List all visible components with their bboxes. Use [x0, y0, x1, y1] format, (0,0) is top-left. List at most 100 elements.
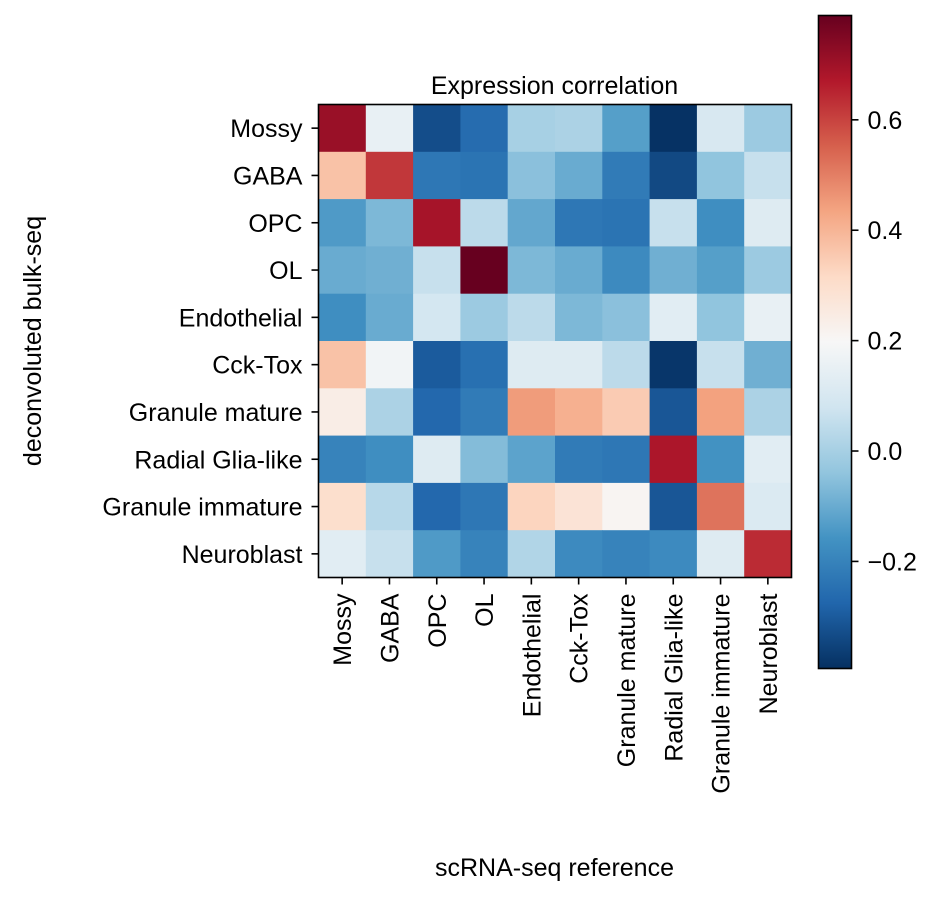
- heatmap-cell: [460, 246, 509, 295]
- heatmap-cell: [555, 104, 603, 153]
- x-tick-label: Neuroblast: [755, 593, 783, 714]
- heatmap-cell: [365, 199, 414, 247]
- heatmap-cell: [507, 104, 556, 153]
- x-axis-label: scRNA-seq reference: [435, 854, 674, 882]
- heatmap-cell: [602, 435, 651, 484]
- x-tick-label: Granule mature: [613, 594, 641, 768]
- colorbar-tick-label: 0.0: [868, 438, 903, 466]
- x-tick-label: OL: [471, 593, 499, 626]
- heatmap-cell: [602, 246, 651, 295]
- heatmap-cell: [365, 435, 414, 484]
- heatmap-cell: [365, 104, 414, 153]
- heatmap-cell: [365, 482, 414, 531]
- y-tick-label: Granule mature: [129, 399, 303, 427]
- heatmap-cell: [507, 293, 556, 342]
- chart-title: Expression correlation: [431, 72, 678, 100]
- heatmap-cell: [507, 530, 556, 578]
- heatmap-cell: [555, 199, 603, 247]
- x-tick-label: Granule immature: [708, 594, 736, 794]
- heatmap-cell: [365, 293, 414, 342]
- heatmap-cell: [507, 341, 556, 389]
- heatmap-cell: [649, 151, 698, 200]
- heatmap-cell: [460, 199, 509, 247]
- heatmap-cell: [413, 104, 461, 153]
- heatmap-cell: [460, 435, 509, 484]
- heatmap-cell: [318, 388, 367, 437]
- colorbar-ticks: −0.2 0.0 0.2 0.4 0.6: [851, 107, 917, 576]
- heatmap-cell: [318, 341, 367, 389]
- heatmap-cell: [365, 151, 414, 200]
- heatmap-cell: [696, 104, 745, 153]
- y-tick-label: Cck-Tox: [212, 352, 303, 380]
- heatmap-cell: [744, 246, 792, 295]
- heatmap-cell: [696, 151, 745, 200]
- heatmap-cell: [696, 293, 745, 342]
- heatmap-cell: [649, 435, 698, 484]
- heatmap-cell: [318, 435, 367, 484]
- colorbar-tick-label: −0.2: [868, 548, 917, 576]
- heatmap-cell: [460, 104, 509, 153]
- heatmap-cell: [318, 199, 367, 247]
- heatmap-cell: [744, 482, 792, 531]
- heatmap-cell: [413, 388, 461, 437]
- heatmap-cell: [696, 341, 745, 389]
- heatmap-cell: [318, 530, 367, 578]
- heatmap-cell: [649, 388, 698, 437]
- colorbar-tick-label: 0.4: [868, 217, 903, 245]
- heatmap-cell: [555, 341, 603, 389]
- plot-frame: [317, 103, 793, 579]
- heatmap-cell: [744, 293, 792, 342]
- heatmap-cell: [555, 388, 603, 437]
- heatmap-cell: [507, 435, 556, 484]
- heatmap-cell: [602, 293, 651, 342]
- heatmap-cell: [744, 388, 792, 437]
- colorbar-tick-label: 0.6: [868, 107, 903, 135]
- heatmap-cell: [649, 246, 698, 295]
- heatmap-cell: [413, 293, 461, 342]
- heatmap-cell: [413, 482, 461, 531]
- heatmap-cell: [649, 482, 698, 531]
- heatmap-cell: [602, 388, 651, 437]
- heatmap-cell: [365, 530, 414, 578]
- heatmap-cell: [602, 482, 651, 531]
- heatmap-cell: [318, 482, 367, 531]
- x-tick-label: OPC: [424, 594, 452, 648]
- heatmap-cell: [696, 199, 745, 247]
- heatmap-cell: [555, 151, 603, 200]
- y-tick-label: GABA: [233, 162, 303, 190]
- x-tick-label: Mossy: [329, 593, 357, 666]
- heatmap-cell: [744, 341, 792, 389]
- heatmap-cell: [744, 530, 792, 578]
- heatmap-cell: [460, 482, 509, 531]
- y-tick-label: Granule immature: [102, 494, 302, 522]
- heatmap-cell: [555, 482, 603, 531]
- heatmap-cell: [460, 530, 509, 578]
- heatmap-cell: [413, 435, 461, 484]
- heatmap-cell: [649, 104, 698, 153]
- heatmap-cell: [318, 104, 367, 153]
- heatmap-cell: [413, 530, 461, 578]
- colorbar: −0.2 0.0 0.2 0.4 0.6: [817, 14, 917, 670]
- heatmap-cell: [555, 435, 603, 484]
- heatmap-cell: [696, 435, 745, 484]
- heatmap-cell: [413, 246, 461, 295]
- heatmap-cell: [649, 530, 698, 578]
- heatmap-cell: [649, 341, 698, 389]
- heatmap-cell: [318, 151, 367, 200]
- heatmap-cell: [507, 151, 556, 200]
- heatmap-cell: [602, 104, 651, 153]
- heatmap-cell: [460, 341, 509, 389]
- heatmap-cell: [318, 293, 367, 342]
- heatmap-cell: [365, 246, 414, 295]
- y-axis-label: deconvoluted bulk-seq: [19, 216, 47, 466]
- y-tick-label: Radial Glia-like: [134, 446, 302, 474]
- heatmap-cell: [555, 293, 603, 342]
- y-tick-label: Neuroblast: [182, 541, 303, 569]
- y-tick-label: Mossy: [230, 115, 303, 143]
- heatmap-cell: [696, 482, 745, 531]
- heatmap-cell: [413, 151, 461, 200]
- x-axis-ticks: Mossy GABA OPC OL Endothelial Cck-Tox Granule …: [329, 577, 783, 794]
- x-tick-label: Endothelial: [518, 594, 546, 718]
- colorbar-gradient: [817, 14, 853, 670]
